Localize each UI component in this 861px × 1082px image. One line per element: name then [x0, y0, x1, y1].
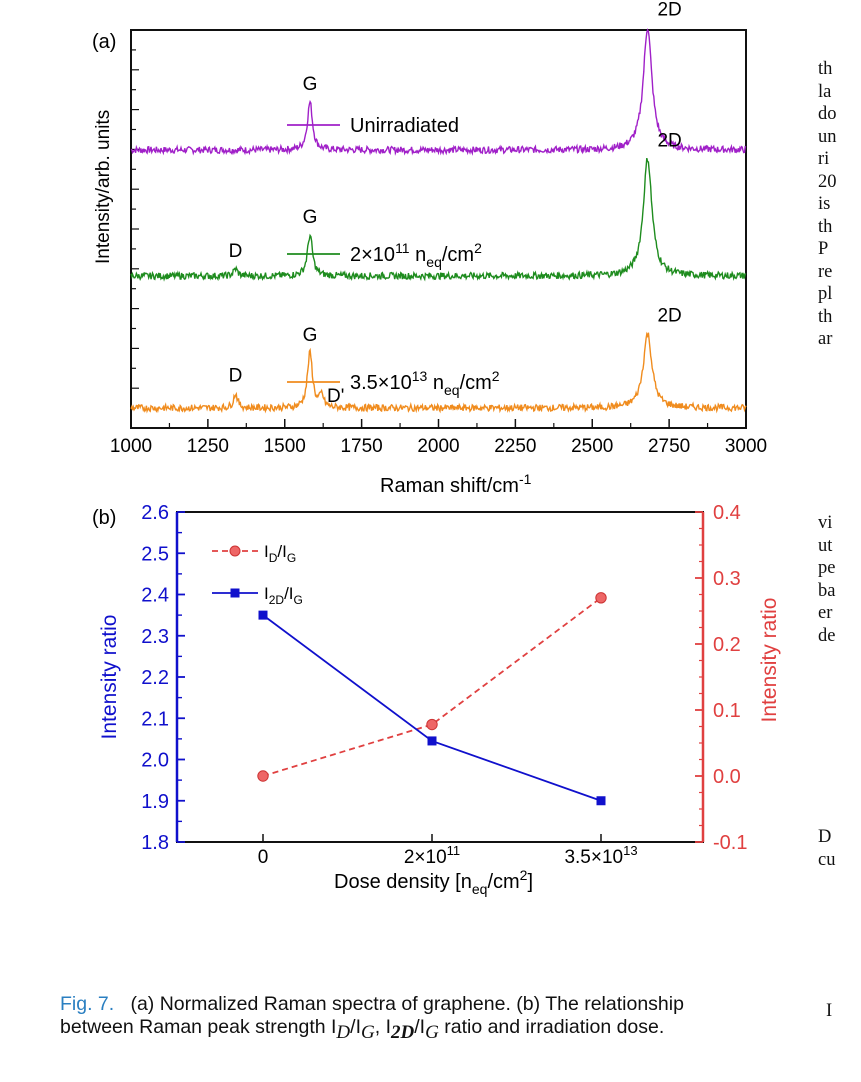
panel-b-ticks	[177, 511, 703, 843]
panel-a-legend: Unirradiated 2×1011 neq/cm2 3.5×1013 neq/c…	[287, 115, 500, 398]
side-text-block-4: I	[826, 1001, 833, 1021]
panel-b-legend: ID/IG I2D/IG	[212, 542, 303, 607]
spectrum-2	[130, 157, 747, 282]
series-line-2	[262, 614, 602, 802]
legend-label: 3.5×1013 neq/cm2	[350, 368, 500, 398]
legend-label: Unirradiated	[350, 115, 459, 137]
legend-label: ID/IG	[264, 542, 296, 565]
caption-line-1-text: (a) Normalized Raman spectra of graphene…	[130, 993, 684, 1015]
panel-b-right-tick-labels: -0.1 0.0 0.1 0.2 0.3 0.4	[713, 502, 747, 854]
data-point-circle	[426, 718, 438, 731]
panel-a-label: (a)	[92, 31, 116, 53]
right-tick-label: 0.3	[713, 568, 741, 590]
right-tick-label: 0.4	[713, 502, 741, 524]
panel-b-label: (b)	[92, 507, 116, 529]
right-tick-label: 0.1	[713, 700, 741, 722]
caption-fig-label: Fig. 7.	[60, 993, 115, 1015]
right-tick-label: 0.0	[713, 766, 741, 788]
left-tick-label: 1.9	[141, 791, 169, 813]
peak-label: 2D	[657, 0, 681, 21]
spectrum-1	[130, 28, 747, 156]
side-text-block-1: th la do un ri 20 is th P re pl th ar	[818, 59, 837, 349]
right-tick-label: -0.1	[713, 832, 747, 854]
data-point-square	[258, 610, 268, 620]
x-tick-label: 2000	[417, 436, 459, 457]
panel-a-y-axis-label: Intensity/arb. units	[93, 110, 114, 264]
side-text-block-3: D cu	[818, 827, 836, 870]
panel-a-x-tick-labels: 1000 1250 1500 1750 2000 2250 2500 2750 3000	[110, 436, 767, 457]
panel-a-spectra-curves	[130, 28, 747, 414]
panel-b-left-axis-label: Intensity ratio	[98, 615, 121, 740]
left-tick-label: 2.3	[141, 626, 169, 648]
data-point-circle	[595, 592, 607, 604]
panel-b-ratio-chart: (b) 1.8 1.9 2.0 2.1 2.2 2.3 2.4 2.5 2.6 -0.1 0.0 0…	[92, 502, 781, 897]
peak-label: D	[229, 241, 243, 262]
panel-a-spectra-chart: (a) 1000 1250 1500 1750 2000 2250 2500 2750 3000…	[92, 0, 767, 497]
panel-b-left-tick-labels: 1.8 1.9 2.0 2.1 2.2 2.3 2.4 2.5 2.6	[141, 502, 169, 854]
data-point-circle	[257, 770, 269, 782]
panel-b-series	[257, 592, 607, 806]
x-tick-label: 1500	[264, 436, 306, 457]
figure-caption: Fig. 7. (a) Normalized Raman spectra of …	[60, 993, 820, 1044]
series-line-1	[262, 597, 602, 777]
side-text-block-2: vi ut pe ba er de	[818, 513, 836, 646]
left-tick-label: 2.1	[141, 708, 169, 730]
left-tick-label: 2.4	[141, 585, 169, 607]
x-tick-label: 2500	[571, 436, 613, 457]
peak-label: G	[303, 207, 318, 228]
x-tick-label: 3.5×1013	[564, 843, 637, 868]
peak-label: G	[303, 74, 318, 95]
x-tick-label: 2×1011	[404, 843, 460, 868]
peak-label: D'	[327, 386, 344, 407]
panel-b-right-axis-label: Intensity ratio	[758, 598, 781, 723]
x-tick-label: 3000	[725, 436, 767, 457]
peak-label: D	[229, 366, 243, 387]
x-tick-label: 0	[258, 847, 269, 868]
legend-label: I2D/IG	[264, 584, 303, 607]
figure: (a) 1000 1250 1500 1750 2000 2250 2500 2750 3000…	[92, 0, 781, 897]
x-tick-label: 1750	[340, 436, 382, 457]
panel-a-x-axis-label: Raman shift/cm-1	[380, 471, 532, 497]
panel-b-x-axis-label: Dose density [neq/cm2]	[334, 867, 533, 897]
data-point-square	[427, 736, 437, 746]
spectrum-3	[130, 331, 747, 414]
peak-label: 2D	[657, 130, 681, 151]
x-tick-label: 1250	[187, 436, 229, 457]
legend-marker	[230, 588, 240, 598]
caption-line-2: between Raman peak strength ID/IG, I2D/I…	[60, 1016, 665, 1043]
data-point-square	[596, 796, 606, 806]
peak-label: 2D	[657, 306, 681, 327]
left-tick-label: 2.6	[141, 502, 169, 524]
panel-a-ticks	[130, 49, 747, 428]
left-tick-label: 2.0	[141, 750, 169, 772]
left-tick-label: 2.5	[141, 543, 169, 565]
panel-b-plot-frame	[176, 511, 704, 843]
panel-a-peak-labels: G 2D D G 2D D G D' 2D	[229, 0, 682, 407]
panel-b-x-tick-labels: 0 2×1011 3.5×1013	[258, 843, 638, 868]
x-tick-label: 2250	[494, 436, 536, 457]
peak-label: G	[303, 325, 318, 346]
left-tick-label: 1.8	[141, 832, 169, 854]
left-tick-label: 2.2	[141, 667, 169, 689]
legend-marker	[229, 545, 241, 557]
legend-label: 2×1011 neq/cm2	[350, 240, 482, 270]
x-tick-label: 1000	[110, 436, 152, 457]
right-tick-label: 0.2	[713, 634, 741, 656]
x-tick-label: 2750	[648, 436, 690, 457]
caption-line-1: Fig. 7. (a) Normalized Raman spectra of …	[60, 993, 820, 1016]
